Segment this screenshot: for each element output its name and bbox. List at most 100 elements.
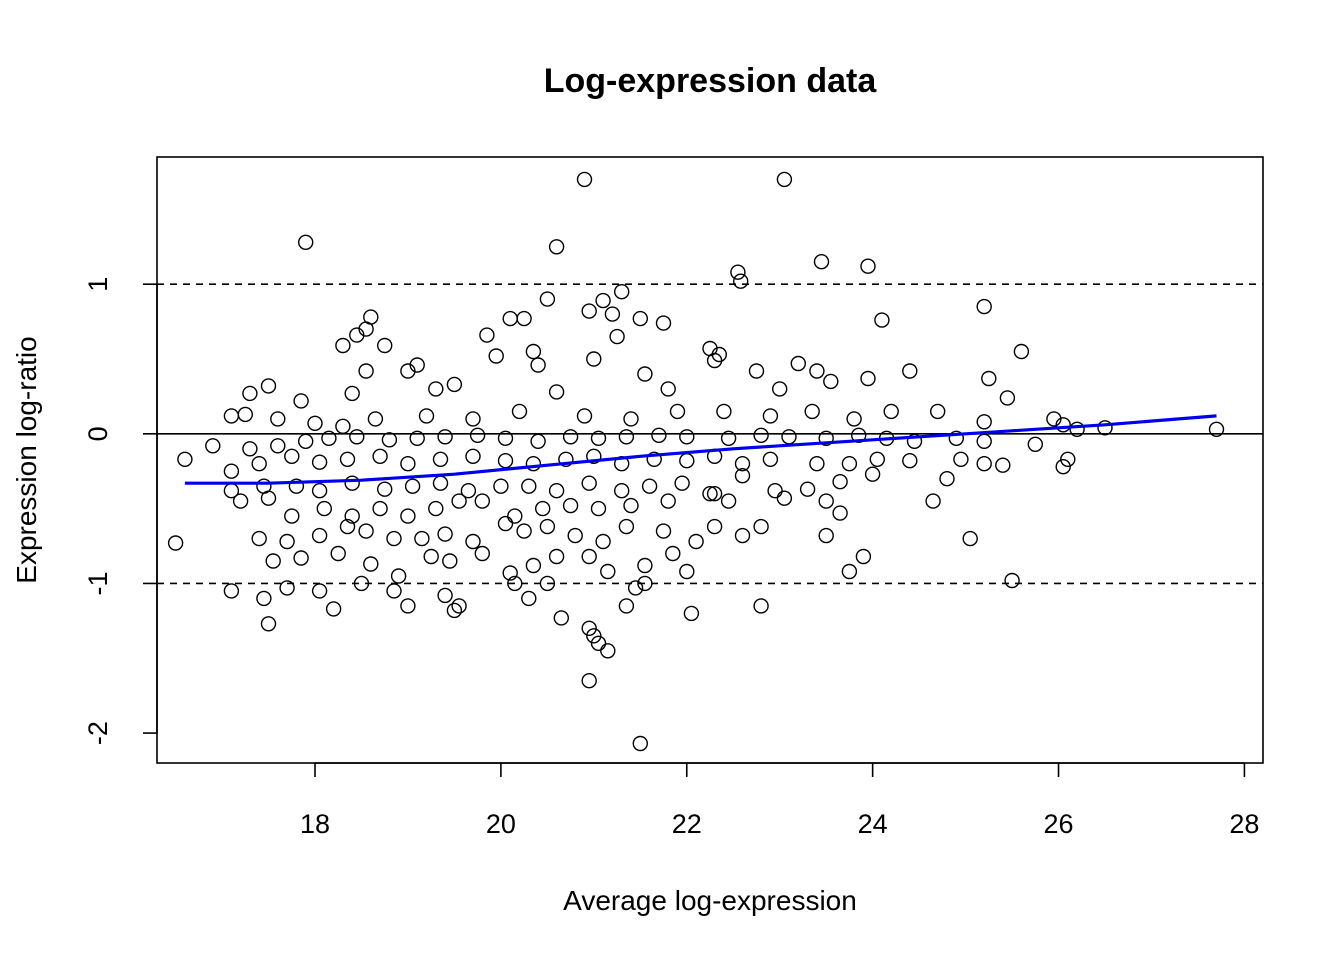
data-point: [618, 598, 635, 614]
data-point: [846, 411, 862, 427]
data-point: [706, 518, 723, 535]
data-point: [674, 475, 690, 491]
data-point: [874, 312, 890, 328]
data-point: [809, 456, 825, 472]
data-point: [465, 411, 481, 427]
data-point: [632, 735, 648, 752]
data-point: [679, 453, 695, 469]
data-point: [539, 291, 556, 307]
data-point: [260, 490, 277, 506]
data-point: [999, 390, 1016, 406]
data-point: [679, 429, 695, 445]
data-point: [372, 500, 388, 517]
data-point: [525, 456, 542, 472]
data-point: [167, 535, 184, 551]
data-point: [637, 557, 653, 574]
data-point: [335, 337, 351, 354]
data-point: [311, 527, 328, 544]
data-point: [818, 527, 834, 544]
data-point: [502, 565, 518, 581]
data-point: [497, 515, 514, 532]
data-point: [404, 478, 421, 494]
data-point: [288, 478, 305, 494]
data-point: [437, 587, 453, 604]
x-tick-label: 22: [672, 809, 702, 839]
data-point: [358, 523, 374, 539]
data-point: [474, 493, 490, 509]
data-point: [298, 433, 314, 449]
data-point: [339, 518, 356, 535]
data-point: [855, 548, 872, 565]
data-point: [753, 598, 769, 614]
data-point: [418, 408, 435, 424]
data-point: [516, 523, 532, 539]
data-point: [507, 575, 523, 592]
data-point: [548, 384, 565, 400]
data-point: [720, 493, 737, 509]
data-point: [748, 363, 765, 379]
data-point: [400, 456, 416, 472]
data-point: [864, 466, 881, 482]
data-point: [841, 563, 858, 580]
data-point: [776, 490, 793, 506]
data-point: [637, 366, 653, 382]
data-point: [799, 481, 816, 497]
data-point: [423, 548, 439, 565]
data-point: [841, 456, 858, 472]
data-point: [604, 306, 621, 322]
data-point: [869, 451, 885, 467]
data-point: [623, 497, 639, 514]
data-point: [284, 448, 300, 464]
data-point: [581, 673, 597, 689]
data-point: [948, 430, 964, 446]
data-point: [1055, 459, 1071, 475]
data-point: [581, 548, 597, 565]
data-point: [548, 239, 565, 255]
data-point: [260, 616, 277, 632]
data-point: [242, 385, 258, 402]
data-point: [1013, 343, 1030, 360]
data-point: [507, 508, 523, 524]
data-point: [205, 438, 221, 454]
chart-title: Log-expression data: [544, 62, 878, 100]
data-point: [223, 583, 240, 599]
data-point: [335, 418, 351, 434]
data-point: [720, 430, 737, 446]
data-point: [242, 441, 258, 457]
data-point: [730, 264, 746, 280]
data-point: [753, 518, 769, 535]
data-point: [614, 284, 630, 300]
data-point: [386, 530, 402, 547]
data-point: [535, 500, 551, 517]
data-point: [446, 376, 463, 393]
data-point: [627, 580, 644, 596]
data-point: [400, 598, 416, 614]
data-point: [400, 508, 416, 524]
data-point: [646, 451, 662, 467]
data-point: [493, 478, 509, 494]
data-point: [177, 451, 193, 467]
data-point: [576, 408, 593, 424]
data-point: [600, 643, 616, 659]
data-point: [265, 553, 281, 569]
data-point: [284, 508, 300, 524]
data-point: [818, 493, 834, 509]
data-point: [734, 456, 751, 472]
data-point: [469, 427, 486, 443]
x-tick-label: 26: [1044, 809, 1074, 839]
data-point: [321, 430, 337, 446]
data-point: [270, 438, 286, 454]
data-point: [437, 429, 453, 445]
data-point: [925, 493, 941, 509]
data-point: [339, 451, 356, 467]
data-points: [167, 171, 1225, 752]
data-point: [581, 620, 597, 636]
y-tick-label: -1: [83, 571, 113, 595]
data-point: [790, 355, 806, 372]
data-point: [651, 427, 667, 443]
data-point: [976, 433, 992, 449]
data-point: [521, 478, 537, 494]
y-axis: -2 -1 0 1: [83, 277, 158, 745]
data-point: [702, 486, 718, 502]
data-point: [232, 493, 249, 509]
